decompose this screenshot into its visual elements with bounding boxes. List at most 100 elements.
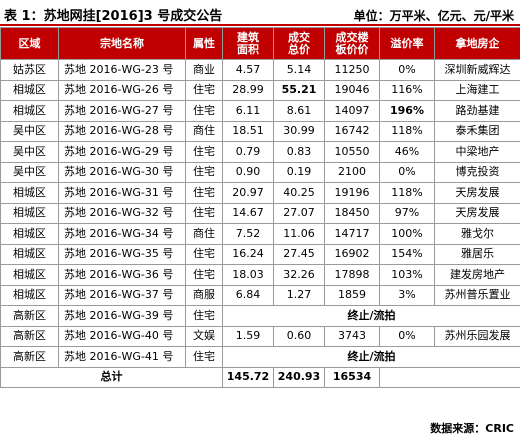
table-row: 相城区 苏地 2016-WG-37 号 商服 6.84 1.27 1859 3%… (0, 284, 520, 306)
header-premium: 溢价率 (379, 27, 435, 60)
cell-use: 住宅 (185, 100, 223, 122)
cell-developer: 苏州普乐置业 (434, 284, 520, 306)
cell-region: 相城区 (0, 223, 59, 245)
header-region: 区域 (0, 27, 59, 60)
cell-floor-price: 16742 (324, 120, 380, 142)
cell-parcel: 苏地 2016-WG-28 号 (58, 120, 186, 142)
cell-use: 住宅 (185, 264, 223, 286)
cell-region: 相城区 (0, 182, 59, 204)
table-row: 吴中区 苏地 2016-WG-29 号 住宅 0.79 0.83 10550 4… (0, 141, 520, 163)
cell-region: 姑苏区 (0, 59, 59, 81)
cell-parcel: 苏地 2016-WG-37 号 (58, 284, 186, 306)
cell-developer: 泰禾集团 (434, 120, 520, 142)
cell-region: 相城区 (0, 79, 59, 101)
table-row: 相城区 苏地 2016-WG-32 号 住宅 14.67 27.07 18450… (0, 202, 520, 224)
cell-floor-price: 2100 (324, 161, 380, 183)
header-price-line1: 成交 (288, 30, 310, 44)
cell-price: 11.06 (273, 223, 325, 245)
cell-price: 32.26 (273, 264, 325, 286)
total-area: 145.72 (222, 366, 274, 388)
cell-area: 1.59 (222, 325, 274, 347)
cell-use: 住宅 (185, 305, 223, 327)
cell-parcel: 苏地 2016-WG-26 号 (58, 79, 186, 101)
cell-region: 相城区 (0, 243, 59, 265)
cell-area: 18.51 (222, 120, 274, 142)
cell-parcel: 苏地 2016-WG-41 号 (58, 346, 186, 368)
cell-floor-price: 11250 (324, 59, 380, 81)
cell-developer: 雅戈尔 (434, 223, 520, 245)
cell-parcel: 苏地 2016-WG-36 号 (58, 264, 186, 286)
table-row: 相城区 苏地 2016-WG-26 号 住宅 28.99 55.21 19046… (0, 79, 520, 101)
cell-parcel: 苏地 2016-WG-23 号 (58, 59, 186, 81)
cell-area: 20.97 (222, 182, 274, 204)
cell-use: 住宅 (185, 202, 223, 224)
cell-area: 16.24 (222, 243, 274, 265)
cell-developer: 建发房地产 (434, 264, 520, 286)
cell-parcel: 苏地 2016-WG-39 号 (58, 305, 186, 327)
total-price: 240.93 (273, 366, 325, 388)
header-area: 建筑 面积 (222, 27, 274, 60)
cell-region: 相城区 (0, 284, 59, 306)
cell-area: 4.57 (222, 59, 274, 81)
cell-premium: 0% (379, 325, 435, 347)
cell-premium: 0% (379, 59, 435, 81)
cell-region: 吴中区 (0, 120, 59, 142)
cell-developer: 苏州乐园发展 (434, 325, 520, 347)
header-area-line2: 面积 (237, 42, 259, 56)
cell-developer: 中梁地产 (434, 141, 520, 163)
header-use: 属性 (185, 27, 223, 60)
cell-terminated-status: 终止/流拍 (222, 305, 520, 327)
cell-use: 商住 (185, 223, 223, 245)
total-row: 总计 145.72 240.93 16534 (0, 366, 520, 388)
cell-use: 住宅 (185, 141, 223, 163)
table-row: 相城区 苏地 2016-WG-27 号 住宅 6.11 8.61 14097 1… (0, 100, 520, 122)
cell-premium: 3% (379, 284, 435, 306)
cell-price: 1.27 (273, 284, 325, 306)
cell-price: 0.83 (273, 141, 325, 163)
cell-premium: 97% (379, 202, 435, 224)
table-row: 相城区 苏地 2016-WG-36 号 住宅 18.03 32.26 17898… (0, 264, 520, 286)
cell-parcel: 苏地 2016-WG-35 号 (58, 243, 186, 265)
cell-developer: 深圳新威辉达 (434, 59, 520, 81)
cell-floor-price: 14717 (324, 223, 380, 245)
cell-premium: 196% (379, 100, 435, 122)
cell-parcel: 苏地 2016-WG-34 号 (58, 223, 186, 245)
cell-floor-price: 19046 (324, 79, 380, 101)
cell-price: 0.19 (273, 161, 325, 183)
table-row: 吴中区 苏地 2016-WG-30 号 住宅 0.90 0.19 2100 0%… (0, 161, 520, 183)
cell-floor-price: 3743 (324, 325, 380, 347)
header-row: 区域 宗地名称 属性 建筑 面积 成交 总价 成交楼 板价价 溢价率 拿地房企 (0, 27, 520, 60)
cell-use: 住宅 (185, 161, 223, 183)
cell-price: 27.07 (273, 202, 325, 224)
cell-parcel: 苏地 2016-WG-29 号 (58, 141, 186, 163)
cell-developer: 路劲基建 (434, 100, 520, 122)
cell-area: 6.11 (222, 100, 274, 122)
header-floor-line2: 板价价 (335, 42, 369, 56)
total-empty (379, 366, 520, 388)
cell-area: 18.03 (222, 264, 274, 286)
cell-area: 7.52 (222, 223, 274, 245)
cell-use: 商业 (185, 59, 223, 81)
cell-developer: 天房发展 (434, 182, 520, 204)
cell-floor-price: 14097 (324, 100, 380, 122)
table-row: 高新区 苏地 2016-WG-40 号 文娱 1.59 0.60 3743 0%… (0, 325, 520, 347)
cell-use: 住宅 (185, 79, 223, 101)
cell-area: 14.67 (222, 202, 274, 224)
cell-floor-price: 1859 (324, 284, 380, 306)
cell-price: 27.45 (273, 243, 325, 265)
total-label: 总计 (0, 366, 223, 388)
cell-price: 5.14 (273, 59, 325, 81)
transaction-table: 区域 宗地名称 属性 建筑 面积 成交 总价 成交楼 板价价 溢价率 拿地房企 姑苏区… (0, 27, 520, 388)
cell-premium: 116% (379, 79, 435, 101)
header-floor-price: 成交楼 板价价 (324, 27, 380, 60)
cell-floor-price: 17898 (324, 264, 380, 286)
data-source: 数据来源：CRIC (430, 422, 514, 435)
header-developer: 拿地房企 (434, 27, 520, 60)
cell-terminated-status: 终止/流拍 (222, 346, 520, 368)
cell-price: 8.61 (273, 100, 325, 122)
table-row: 姑苏区 苏地 2016-WG-23 号 商业 4.57 5.14 11250 0… (0, 59, 520, 81)
header-price-line2: 总价 (288, 42, 310, 56)
table-row: 高新区 苏地 2016-WG-39 号 住宅 终止/流拍 (0, 305, 520, 327)
cell-floor-price: 19196 (324, 182, 380, 204)
cell-use: 住宅 (185, 243, 223, 265)
